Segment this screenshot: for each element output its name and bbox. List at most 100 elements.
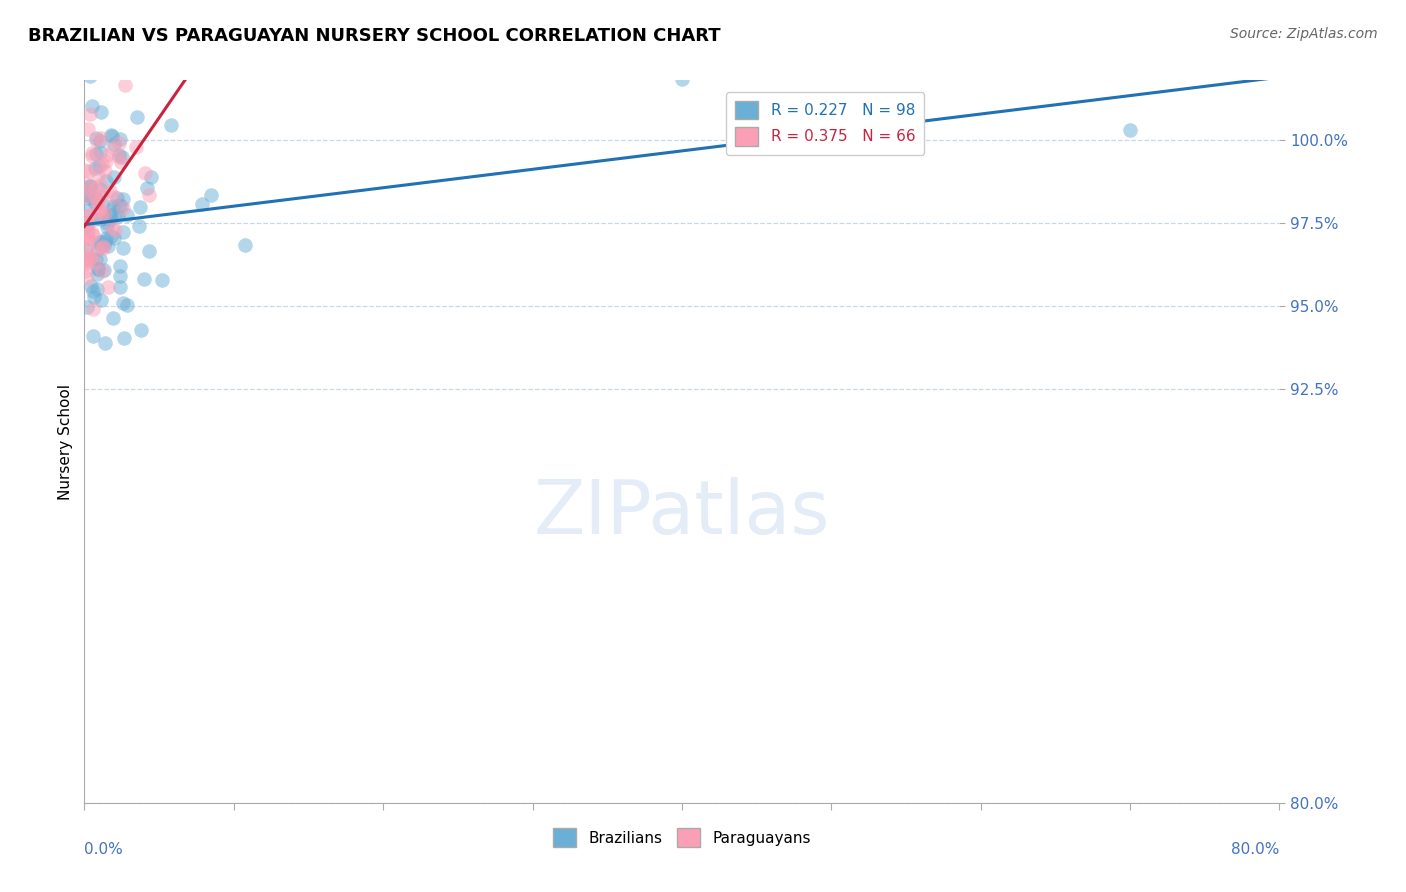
Point (100, 128, 122, 142)
Point (89, 159, 111, 173)
Point (75, 219, 97, 234)
Point (93, 336, 115, 351)
Point (117, 208, 139, 222)
Point (79, 208, 101, 222)
Point (82, 191, 104, 205)
Point (101, 129, 124, 144)
Point (83, 161, 105, 175)
Point (108, 280, 131, 294)
Point (93, 262, 115, 277)
Point (90, 238, 112, 252)
Point (77, 191, 100, 205)
Point (84, 252, 107, 266)
Point (110, 155, 132, 169)
Point (104, 223, 127, 237)
Point (134, 272, 156, 286)
Point (82, 329, 104, 343)
Point (77, 252, 100, 267)
Point (76, 178, 98, 192)
Point (93, 239, 115, 253)
Point (86, 267, 108, 281)
Point (111, 192, 134, 206)
Point (233, 238, 256, 252)
Point (75, 255, 97, 269)
Point (111, 241, 134, 255)
Point (94, 206, 117, 220)
Point (141, 169, 163, 184)
Point (117, 298, 139, 312)
Point (76, 223, 98, 237)
Point (90, 208, 112, 222)
Text: 0.0%: 0.0% (84, 842, 124, 856)
Point (110, 199, 132, 213)
Point (80, 149, 103, 163)
Point (112, 202, 135, 216)
Point (79, 181, 101, 195)
Point (77, 232, 100, 246)
Y-axis label: Nursery School: Nursery School (58, 384, 73, 500)
Point (84, 212, 107, 227)
Point (87, 235, 110, 249)
Point (138, 244, 160, 259)
Point (82, 226, 104, 240)
Point (100, 212, 122, 227)
Point (90, 188, 112, 202)
Point (75, 243, 97, 257)
Point (90, 197, 112, 211)
Point (125, 110, 148, 124)
Point (200, 187, 222, 202)
Point (96, 148, 118, 162)
Point (79, 69, 101, 83)
Point (107, 209, 129, 223)
Point (75, 163, 97, 178)
Point (159, 118, 181, 132)
Point (87, 243, 110, 257)
Point (97, 238, 120, 252)
Point (86, 282, 108, 296)
Point (83, 256, 105, 270)
Point (103, 231, 125, 245)
Point (111, 225, 134, 239)
Point (89, 134, 111, 148)
Point (89, 182, 111, 196)
Point (96, 216, 118, 230)
Point (79, 164, 101, 178)
Point (76, 217, 98, 231)
Point (96, 219, 118, 234)
Point (101, 220, 124, 235)
Point (98, 184, 121, 198)
Point (135, 181, 157, 195)
Point (79, 178, 101, 193)
Point (97, 213, 120, 227)
Text: ZIPatlas: ZIPatlas (534, 477, 830, 550)
Point (75, 189, 97, 203)
Point (139, 57, 162, 71)
Point (89, 252, 111, 266)
Point (82, 146, 104, 161)
Point (97, 209, 120, 223)
Point (111, 150, 134, 164)
Point (101, 199, 124, 213)
Point (82, 302, 104, 317)
Point (76, 248, 98, 262)
Point (89, 203, 111, 218)
Point (87, 194, 110, 209)
Point (77, 252, 100, 267)
Point (76, 121, 98, 136)
Point (150, 273, 173, 287)
Point (79, 250, 101, 264)
Point (83, 290, 105, 304)
Point (75, 256, 97, 270)
Point (82, 228, 104, 243)
Point (191, 197, 214, 211)
Point (108, 268, 131, 283)
Point (91, 241, 114, 255)
Point (1119, 123, 1142, 137)
Point (93, 238, 115, 252)
Point (94, 231, 117, 245)
Point (134, 166, 156, 180)
Point (86, 194, 108, 208)
Point (94, 234, 117, 248)
Point (101, 310, 124, 325)
Point (90, 131, 112, 145)
